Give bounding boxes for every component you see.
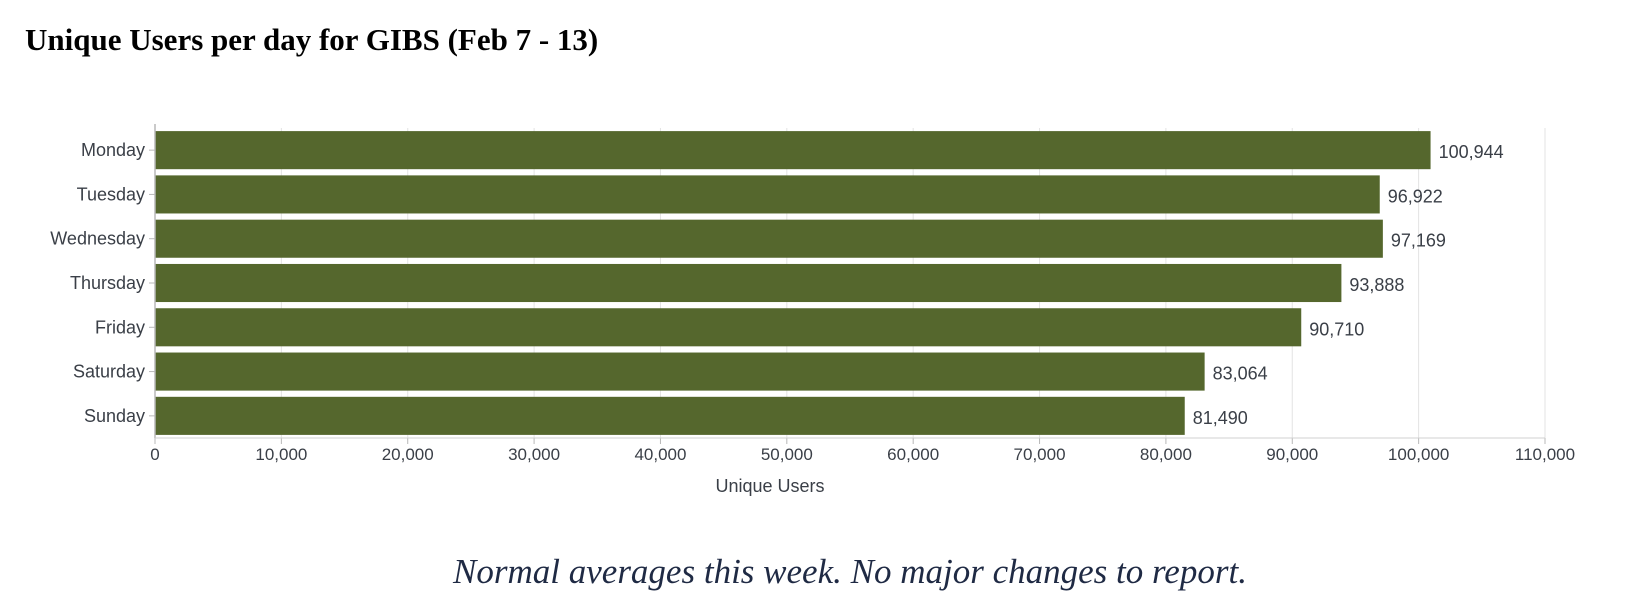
data-label: 83,064: [1213, 364, 1268, 384]
category-label: Sunday: [84, 406, 145, 426]
x-tick-label: 20,000: [382, 445, 434, 464]
x-tick-label: 90,000: [1266, 445, 1318, 464]
bar-wednesday: [155, 219, 1383, 258]
x-tick-label: 50,000: [761, 445, 813, 464]
data-label: 90,710: [1309, 319, 1364, 339]
x-tick-label: 70,000: [1014, 445, 1066, 464]
axes: [149, 124, 1546, 444]
data-label: 81,490: [1193, 408, 1248, 428]
category-label: Monday: [81, 140, 145, 160]
bar-sunday: [155, 396, 1185, 435]
data-label: 96,922: [1388, 186, 1443, 206]
data-label: 100,944: [1439, 142, 1504, 162]
x-tick-label: 100,000: [1388, 445, 1449, 464]
category-label: Thursday: [70, 273, 145, 293]
data-label: 93,888: [1349, 275, 1404, 295]
labels: 0 10,000 20,000 30,000 40,000 50,000 60,000 70,…: [50, 140, 1575, 464]
bar-monday: [155, 131, 1431, 170]
bar-tuesday: [155, 175, 1380, 214]
data-label: 97,169: [1391, 231, 1446, 251]
x-tick-label: 110,000: [1515, 445, 1575, 464]
x-tick-label: 10,000: [255, 445, 307, 464]
summary-note: Normal averages this week. No major chan…: [453, 552, 1247, 591]
page-title: Unique Users per day for GIBS (Feb 7 - 1…: [25, 22, 599, 57]
category-label: Saturday: [73, 362, 145, 382]
x-tick-label: 30,000: [508, 445, 560, 464]
x-tick-label: 80,000: [1140, 445, 1192, 464]
category-label: Tuesday: [77, 184, 145, 204]
x-axis-title: Unique Users: [715, 476, 824, 496]
x-tick-label: 0: [150, 445, 159, 464]
bar-thursday: [155, 263, 1342, 303]
category-label: Wednesday: [50, 229, 145, 249]
bar-saturday: [155, 352, 1205, 391]
bar-chart: 0 10,000 20,000 30,000 40,000 50,000 60,000 70,…: [50, 124, 1575, 496]
category-label: Friday: [95, 317, 145, 337]
bars: [155, 131, 1431, 435]
bar-friday: [155, 308, 1302, 347]
x-tick-label: 40,000: [634, 445, 686, 464]
x-tick-label: 60,000: [887, 445, 939, 464]
